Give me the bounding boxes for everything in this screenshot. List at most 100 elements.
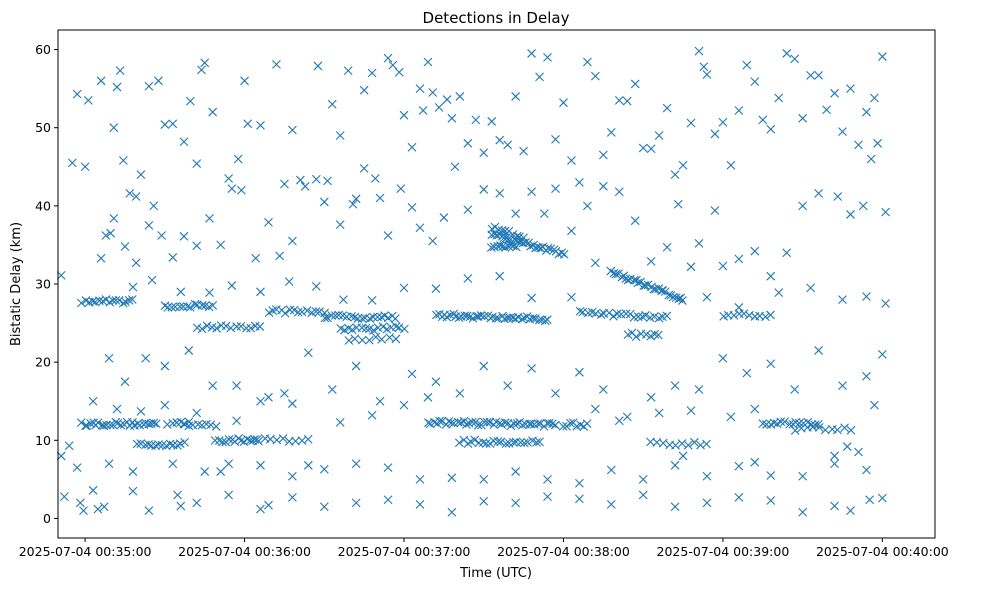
data-point-x-marker	[462, 420, 471, 429]
data-point-x-marker	[391, 322, 401, 332]
data-point-x-marker	[80, 162, 90, 172]
data-point-x-marker	[275, 251, 285, 261]
data-point-x-marker	[604, 308, 614, 318]
data-point-x-marker	[81, 421, 90, 431]
data-point-x-marker	[428, 88, 438, 97]
data-point-x-marker	[101, 231, 111, 240]
data-point-x-marker	[694, 385, 704, 394]
data-point-x-marker	[575, 478, 584, 488]
data-point-x-marker	[136, 407, 146, 416]
data-point-x-marker	[285, 305, 295, 315]
data-point-x-marker	[383, 463, 393, 473]
data-point-x-marker	[192, 241, 202, 251]
data-point-x-marker	[179, 137, 189, 147]
data-point-x-marker	[567, 292, 576, 302]
data-point-x-marker	[56, 451, 66, 461]
data-point-x-marker	[702, 471, 712, 481]
data-point-x-marker	[482, 417, 492, 427]
data-point-x-marker	[838, 381, 847, 390]
data-point-x-marker	[614, 416, 624, 426]
data-point-x-marker	[582, 419, 592, 429]
data-point-x-marker	[676, 293, 686, 303]
data-point-x-marker	[144, 220, 154, 230]
data-point-x-marker	[842, 442, 852, 451]
data-point-x-marker	[104, 459, 114, 469]
data-point-x-marker	[832, 425, 842, 435]
x-axis-label: Time (UTC)	[459, 566, 532, 581]
data-point-x-marker	[367, 296, 377, 305]
data-point-x-marker	[877, 52, 887, 61]
data-point-x-marker	[846, 425, 856, 435]
data-point-x-marker	[373, 323, 383, 333]
data-point-x-marker	[344, 336, 354, 345]
data-point-x-marker	[858, 201, 868, 211]
data-point-x-marker	[532, 438, 541, 447]
data-point-x-marker	[526, 419, 536, 429]
y-tick-label: 30	[35, 277, 51, 292]
data-point-x-marker	[591, 309, 601, 318]
data-point-x-marker	[491, 313, 501, 323]
data-point-x-marker	[518, 420, 527, 430]
data-point-x-marker	[505, 313, 515, 323]
data-point-x-marker	[726, 412, 736, 422]
data-point-x-marker	[226, 323, 236, 333]
data-point-x-marker	[658, 438, 668, 448]
data-point-x-marker	[415, 500, 425, 509]
data-point-x-marker	[430, 418, 439, 427]
data-point-x-marker	[558, 421, 568, 431]
data-point-x-marker	[455, 92, 465, 101]
data-point-x-marker	[766, 124, 776, 134]
data-point-x-marker	[224, 490, 234, 500]
data-point-x-marker	[371, 332, 381, 342]
data-point-x-marker	[766, 271, 776, 281]
data-point-x-marker	[109, 213, 119, 223]
data-point-x-marker	[830, 501, 839, 511]
data-point-x-marker	[566, 418, 575, 428]
data-point-x-marker	[535, 72, 544, 82]
data-point-x-marker	[870, 400, 879, 410]
data-point-x-marker	[335, 220, 345, 229]
data-point-x-marker	[500, 226, 510, 236]
data-point-x-marker	[256, 287, 265, 297]
data-point-x-marker	[668, 292, 678, 302]
data-point-x-marker	[163, 302, 173, 312]
y-tick-label: 0	[43, 511, 51, 526]
data-point-x-marker	[212, 323, 221, 333]
data-point-x-marker	[442, 95, 452, 104]
data-point-x-marker	[351, 498, 361, 508]
data-point-x-marker	[146, 441, 156, 451]
data-point-x-marker	[471, 115, 481, 125]
data-point-x-marker	[72, 463, 82, 473]
data-point-x-marker	[390, 314, 400, 323]
data-point-x-marker	[683, 440, 693, 450]
data-point-x-marker	[431, 284, 441, 294]
data-point-x-marker	[516, 438, 525, 447]
data-point-x-marker	[862, 107, 871, 117]
data-point-x-marker	[120, 377, 130, 387]
data-point-x-marker	[543, 474, 552, 484]
data-point-x-marker	[527, 49, 536, 58]
data-point-x-marker	[243, 119, 253, 129]
data-point-x-marker	[125, 188, 135, 198]
data-point-x-marker	[456, 418, 466, 427]
data-point-x-marker	[814, 422, 824, 432]
data-point-x-marker	[323, 176, 332, 186]
data-point-x-marker	[197, 65, 206, 75]
data-point-x-marker	[550, 420, 560, 430]
data-point-x-marker	[180, 419, 190, 429]
data-point-x-marker	[877, 493, 887, 503]
data-point-x-marker	[157, 231, 167, 240]
data-point-x-marker	[780, 417, 790, 427]
y-tick-label: 40	[35, 198, 51, 213]
data-point-x-marker	[862, 371, 871, 381]
data-point-x-marker	[638, 490, 648, 500]
data-point-x-marker	[128, 486, 138, 496]
data-point-x-marker	[551, 135, 560, 144]
data-point-x-marker	[511, 92, 521, 101]
data-point-x-marker	[542, 315, 552, 325]
data-point-x-marker	[147, 275, 157, 285]
data-point-x-marker	[224, 174, 234, 183]
data-point-x-marker	[192, 159, 202, 169]
data-point-x-marker	[614, 95, 624, 105]
